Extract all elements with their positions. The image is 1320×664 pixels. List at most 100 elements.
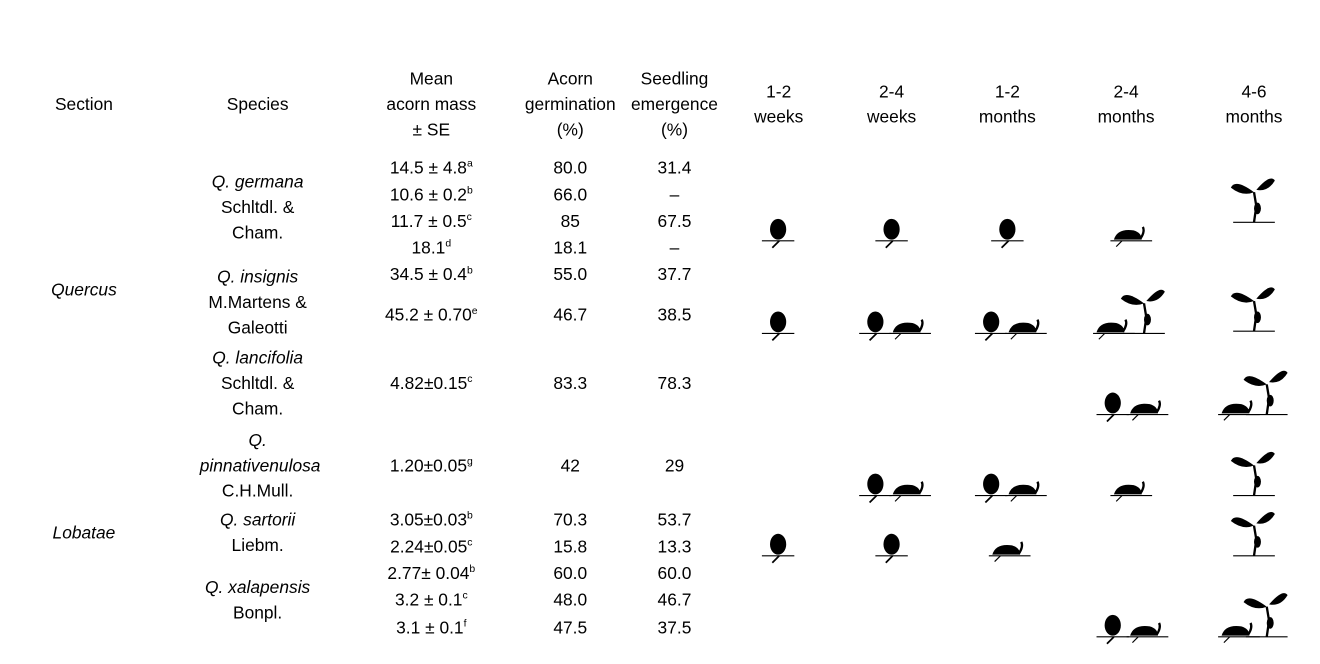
mass-text: 11.7 ± 0.5c: [391, 209, 472, 234]
germination: 55.0: [515, 262, 625, 289]
mass-note: f: [464, 617, 467, 629]
emergence: 53.7: [625, 507, 723, 534]
mass-note: b: [467, 184, 473, 196]
acorn-mass: 3.2 ± 0.1c: [347, 587, 515, 615]
mass-text: 18.1d: [412, 236, 452, 261]
emergence: 13.3: [625, 534, 723, 561]
mass-value: 3.2 ± 0.1: [395, 591, 462, 611]
species-authority: C.H.Mull.: [200, 479, 316, 504]
emergence: 60.0: [625, 560, 723, 587]
mass-note: b: [467, 263, 473, 275]
mass-value: 14.5 ± 4.8: [390, 158, 467, 178]
acorn-mass: 34.5 ± 0.4b: [347, 262, 515, 289]
header-line: 4-6: [1241, 79, 1266, 104]
mass-value: 10.6 ± 0.2: [390, 185, 467, 205]
germination: 66.0: [515, 182, 625, 209]
header-line: acorn mass: [386, 92, 476, 117]
mass-text: 4.82±0.15c: [390, 372, 472, 397]
header-line: emergence: [631, 92, 718, 117]
header-line: (%): [557, 118, 584, 143]
germination: 80.0: [515, 155, 625, 182]
header-line: Acorn: [548, 67, 593, 92]
germination: 83.3: [515, 344, 625, 425]
species-name: Q. xalapensis: [200, 575, 316, 600]
header-line: Mean: [410, 67, 453, 92]
header-line: ± SE: [413, 118, 451, 143]
mass-note: d: [445, 237, 451, 249]
species-name: Q. insignis: [200, 265, 316, 290]
mass-value: 3.1 ± 0.1: [396, 618, 463, 638]
emergence: 37.5: [625, 615, 723, 642]
mass-note: c: [462, 589, 467, 601]
germination: 15.8: [515, 534, 625, 561]
mass-text: 45.2 ± 0.70e: [385, 303, 478, 328]
header-line: weeks: [754, 105, 803, 130]
header-line: 2-4: [879, 79, 904, 104]
acorn-mass: 18.1d: [347, 235, 515, 262]
germination: 60.0: [515, 560, 625, 587]
emergence: 46.7: [625, 587, 723, 615]
emergence: –: [625, 182, 723, 209]
mass-note: e: [472, 305, 478, 317]
species-authority: Schltdl. & Cham.: [200, 196, 316, 247]
mass-text: 34.5 ± 0.4b: [390, 262, 473, 287]
emergence: 38.5: [625, 288, 723, 344]
mass-note: g: [467, 454, 473, 466]
header-line: Seedling: [641, 67, 709, 92]
species-name: Q. germana: [200, 170, 316, 195]
header-line: months: [979, 105, 1036, 130]
header-line: 1-2: [766, 79, 791, 104]
emergence: –: [625, 235, 723, 262]
mass-note: c: [467, 373, 472, 385]
germination: 18.1: [515, 235, 625, 262]
germination: 85: [515, 208, 625, 235]
table: SectionSpeciesMeanacorn mass± SEAcornger…: [0, 0, 1320, 663]
mass-value: 4.82±0.15: [390, 374, 467, 394]
mass-value: 45.2 ± 0.70: [385, 306, 472, 326]
germination: 42: [515, 425, 625, 507]
acorn-mass: 10.6 ± 0.2b: [347, 182, 515, 209]
mass-value: 3.05±0.03: [390, 510, 467, 530]
sartorii-stages: [762, 512, 1275, 563]
column-header: Section: [0, 56, 168, 154]
pinnativenulosa-stages: [859, 452, 1275, 503]
acorn-mass: 45.2 ± 0.70e: [347, 288, 515, 344]
mass-text: 3.05±0.03b: [390, 508, 473, 533]
emergence: 67.5: [625, 208, 723, 235]
mass-note: c: [467, 210, 472, 222]
mass-value: 34.5 ± 0.4: [390, 265, 467, 285]
emergence: 78.3: [625, 344, 723, 425]
mass-text: 3.1 ± 0.1f: [396, 615, 466, 640]
mass-note: a: [467, 157, 473, 169]
germination: 46.7: [515, 288, 625, 344]
mass-value: 2.77± 0.04: [387, 563, 469, 583]
germination: 47.5: [515, 615, 625, 642]
header-line: months: [1226, 105, 1283, 130]
header-line: 1-2: [995, 79, 1020, 104]
column-header: Species: [168, 56, 347, 154]
mass-text: 3.2 ± 0.1c: [395, 588, 468, 613]
mass-value: 1.20±0.05: [390, 456, 467, 476]
species-name: Q. sartorii: [200, 508, 316, 533]
species-authority: Schltdl. & Cham.: [200, 372, 316, 423]
emergence: 37.7: [625, 262, 723, 289]
mass-note: b: [469, 562, 475, 574]
germination: 48.0: [515, 587, 625, 615]
header-line: Section: [55, 92, 113, 117]
species-name: Q. pinnativenulosa: [200, 428, 316, 479]
germana-stages: [762, 179, 1275, 248]
